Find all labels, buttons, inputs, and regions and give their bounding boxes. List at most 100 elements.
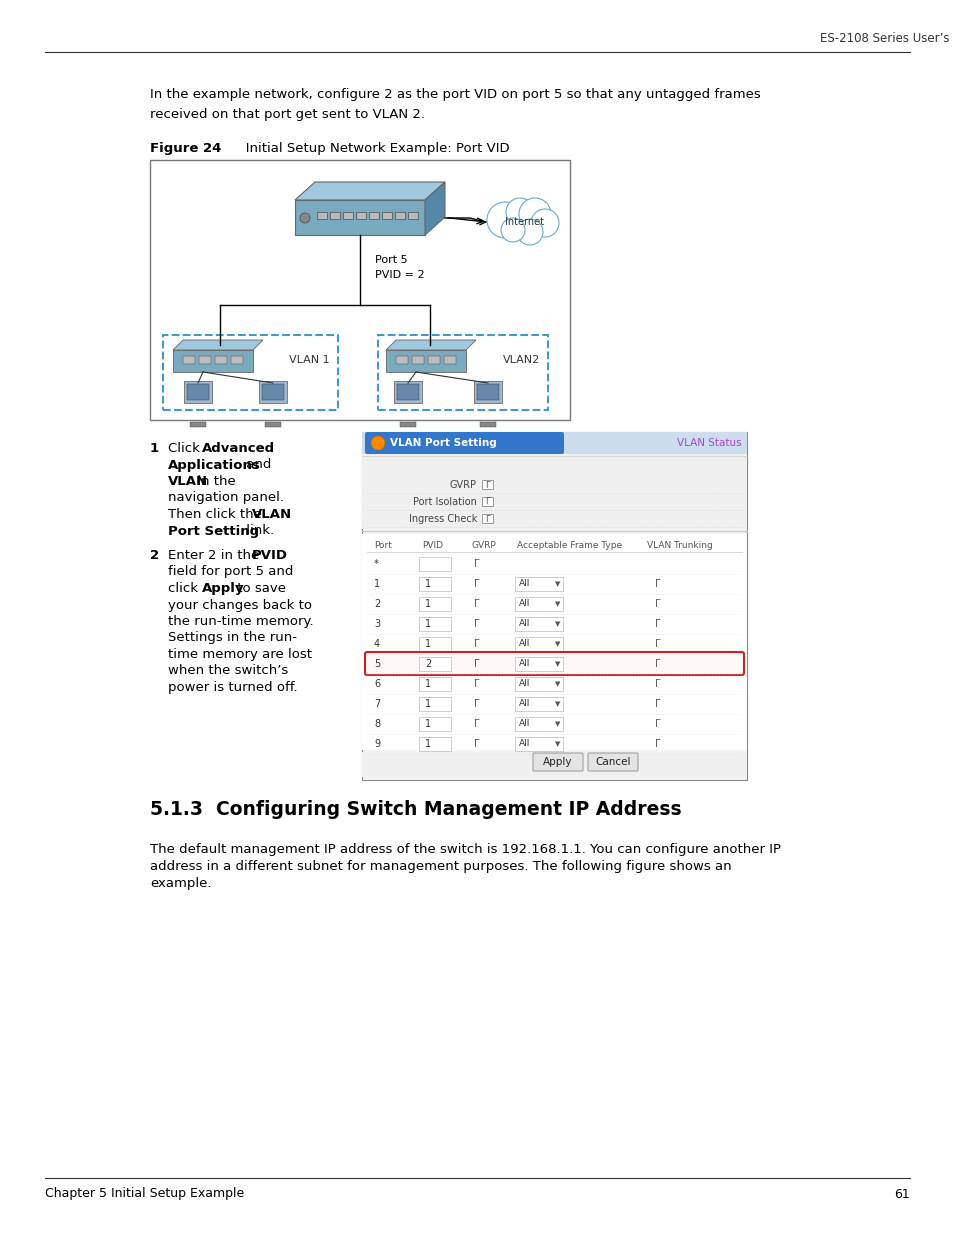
Text: All: All (518, 640, 530, 648)
Text: Apply: Apply (542, 757, 572, 767)
Text: VLAN: VLAN (252, 508, 292, 521)
Text: ▼: ▼ (555, 641, 559, 647)
Text: VLAN Trunking: VLAN Trunking (646, 541, 712, 551)
FancyBboxPatch shape (515, 718, 562, 731)
FancyBboxPatch shape (515, 618, 562, 631)
FancyBboxPatch shape (187, 384, 209, 400)
Text: Γ: Γ (474, 679, 479, 689)
FancyBboxPatch shape (361, 454, 746, 529)
Text: Γ: Γ (655, 739, 659, 748)
Text: All: All (518, 659, 530, 668)
Text: and: and (242, 458, 272, 472)
FancyBboxPatch shape (481, 514, 493, 522)
FancyBboxPatch shape (515, 577, 562, 592)
Text: Port: Port (374, 541, 392, 551)
Text: VLAN 1: VLAN 1 (289, 354, 330, 366)
Text: 2: 2 (374, 599, 380, 609)
FancyBboxPatch shape (476, 384, 498, 400)
Circle shape (486, 203, 522, 238)
Text: Γ: Γ (484, 480, 489, 489)
Text: 1: 1 (424, 679, 431, 689)
Polygon shape (424, 182, 444, 235)
Text: Γ: Γ (474, 638, 479, 650)
Text: Port 5: Port 5 (375, 254, 407, 266)
Text: GVRP: GVRP (472, 541, 497, 551)
Text: Γ: Γ (655, 638, 659, 650)
Text: Γ: Γ (474, 559, 479, 569)
FancyBboxPatch shape (172, 350, 253, 372)
Circle shape (517, 219, 542, 245)
FancyBboxPatch shape (418, 637, 451, 651)
Text: All: All (518, 620, 530, 629)
Text: link.: link. (242, 525, 274, 537)
Text: ▼: ▼ (555, 701, 559, 706)
Text: received on that port get sent to VLAN 2.: received on that port get sent to VLAN 2… (150, 107, 424, 121)
Text: ▼: ▼ (555, 580, 559, 587)
FancyBboxPatch shape (515, 677, 562, 692)
Text: Γ: Γ (655, 599, 659, 609)
Text: All: All (518, 599, 530, 609)
Text: Γ: Γ (474, 659, 479, 669)
Text: All: All (518, 579, 530, 589)
FancyBboxPatch shape (231, 356, 243, 364)
Text: All: All (518, 720, 530, 729)
FancyBboxPatch shape (443, 356, 456, 364)
FancyBboxPatch shape (481, 496, 493, 506)
Circle shape (299, 212, 310, 224)
Text: Apply: Apply (201, 582, 244, 595)
Polygon shape (172, 340, 263, 350)
Text: PVID = 2: PVID = 2 (375, 270, 424, 280)
Text: the run-time memory.: the run-time memory. (168, 615, 314, 629)
FancyBboxPatch shape (408, 212, 417, 219)
Text: In the example network, configure 2 as the port VID on port 5 so that any untagg: In the example network, configure 2 as t… (150, 88, 760, 101)
FancyBboxPatch shape (184, 382, 212, 403)
FancyBboxPatch shape (412, 356, 423, 364)
Text: 5.1.3  Configuring Switch Management IP Address: 5.1.3 Configuring Switch Management IP A… (150, 800, 680, 819)
FancyBboxPatch shape (395, 356, 408, 364)
Text: Enter 2 in the: Enter 2 in the (168, 550, 263, 562)
Text: Γ: Γ (474, 599, 479, 609)
Text: PVID: PVID (252, 550, 288, 562)
FancyBboxPatch shape (163, 335, 337, 410)
Text: 1: 1 (424, 579, 431, 589)
Text: Γ: Γ (474, 619, 479, 629)
Text: 1: 1 (374, 579, 379, 589)
FancyBboxPatch shape (418, 557, 451, 571)
Text: 3: 3 (374, 619, 379, 629)
Text: Γ: Γ (655, 619, 659, 629)
Circle shape (500, 219, 524, 242)
Text: The default management IP address of the switch is 192.168.1.1. You can configur: The default management IP address of the… (150, 844, 781, 856)
Text: 6: 6 (374, 679, 379, 689)
FancyBboxPatch shape (361, 534, 746, 750)
Text: Internet: Internet (505, 217, 544, 227)
Text: 2: 2 (424, 659, 431, 669)
FancyBboxPatch shape (418, 677, 451, 692)
Text: Γ: Γ (474, 699, 479, 709)
FancyBboxPatch shape (533, 753, 582, 771)
Circle shape (505, 198, 534, 226)
FancyBboxPatch shape (369, 212, 378, 219)
FancyBboxPatch shape (418, 577, 451, 592)
Text: Acceptable Frame Type: Acceptable Frame Type (517, 541, 621, 551)
FancyBboxPatch shape (418, 697, 451, 711)
FancyBboxPatch shape (479, 422, 496, 427)
Text: click: click (168, 582, 202, 595)
FancyBboxPatch shape (395, 212, 405, 219)
Text: 5: 5 (374, 659, 380, 669)
Text: Γ: Γ (484, 498, 489, 506)
Text: 1: 1 (424, 638, 431, 650)
Text: time memory are lost: time memory are lost (168, 648, 312, 661)
FancyBboxPatch shape (183, 356, 194, 364)
Text: Advanced: Advanced (201, 442, 274, 454)
FancyBboxPatch shape (361, 752, 746, 777)
FancyBboxPatch shape (343, 212, 353, 219)
FancyBboxPatch shape (386, 350, 465, 372)
FancyBboxPatch shape (396, 384, 418, 400)
FancyBboxPatch shape (515, 657, 562, 671)
Text: Γ: Γ (655, 679, 659, 689)
Text: 8: 8 (374, 719, 379, 729)
Text: ▼: ▼ (555, 741, 559, 747)
Text: ▼: ▼ (555, 621, 559, 627)
FancyBboxPatch shape (381, 212, 392, 219)
Text: Γ: Γ (474, 719, 479, 729)
